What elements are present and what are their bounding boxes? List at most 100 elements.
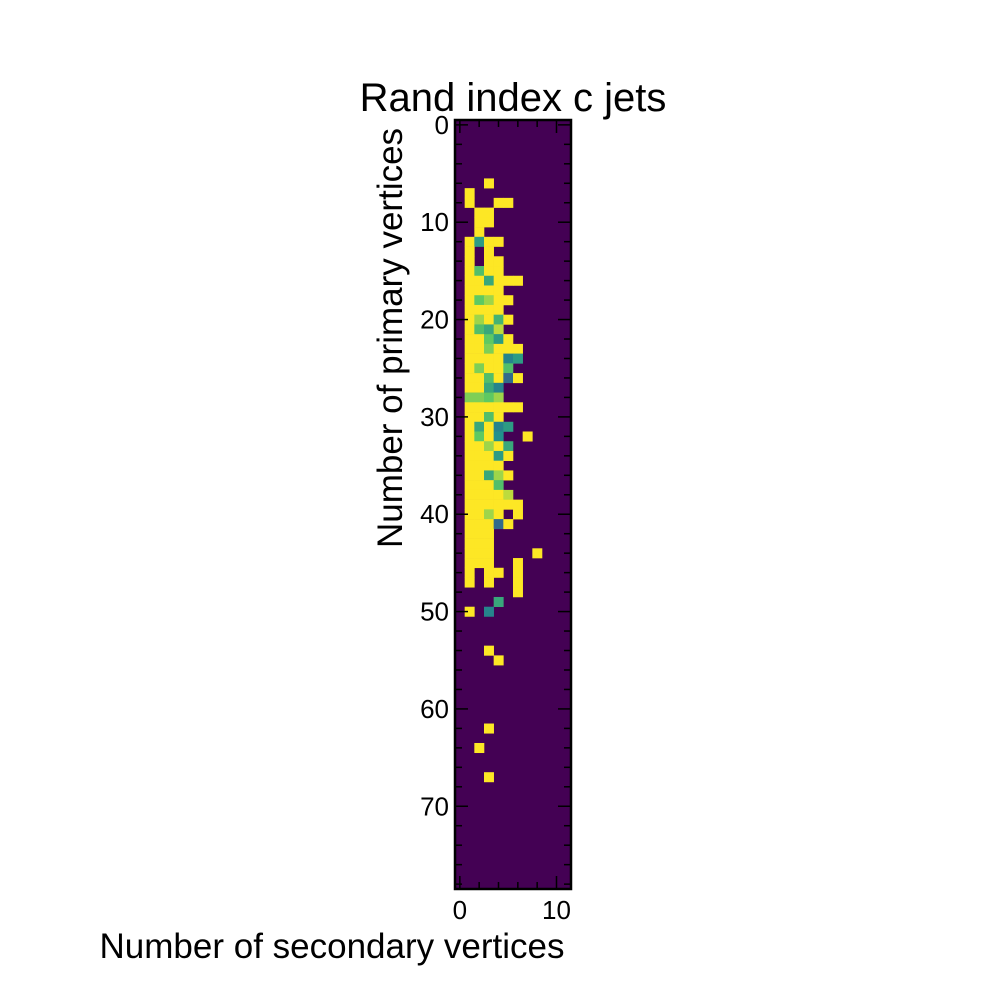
heatmap-cell (464, 343, 475, 354)
heatmap-plot-area (453, 118, 573, 891)
heatmap-cell (464, 188, 475, 199)
heatmap-cell (484, 489, 494, 500)
heatmap-cell (474, 509, 485, 520)
heatmap-cell (503, 489, 514, 500)
heatmap-cell (503, 470, 514, 481)
heatmap-cell (474, 266, 485, 277)
heatmap-cell (484, 334, 494, 345)
heatmap-cell (474, 382, 485, 393)
y-tick-label: 40 (420, 499, 449, 529)
heatmap-cell (474, 548, 485, 559)
heatmap-cell (474, 314, 485, 325)
heatmap-cell (474, 441, 485, 452)
heatmap-cell (464, 246, 475, 257)
heatmap-cell (474, 363, 485, 374)
heatmap-cell (493, 519, 504, 530)
heatmap-cell (474, 480, 485, 491)
heatmap-cell (474, 304, 485, 315)
heatmap-cell (513, 275, 523, 286)
heatmap-cell (493, 266, 504, 277)
heatmap-cell (474, 392, 485, 403)
heatmap-cell (493, 236, 504, 247)
heatmap-cell (484, 353, 494, 364)
heatmap-cell (493, 314, 504, 325)
heatmap-cell (464, 197, 475, 208)
heatmap-cell (464, 480, 475, 491)
heatmap-cell (503, 441, 514, 452)
heatmap-cell (484, 567, 494, 578)
heatmap-cell (484, 421, 494, 432)
heatmap-cell (493, 412, 504, 423)
heatmap-cell (464, 236, 475, 247)
heatmap-cell (493, 363, 504, 374)
heatmap-cell (484, 606, 494, 617)
heatmap-cell (484, 217, 494, 228)
heatmap-cell (464, 334, 475, 345)
heatmap-cell (493, 567, 504, 578)
heatmap-cell (484, 431, 494, 442)
heatmap-cell (474, 499, 485, 510)
heatmap-cell (484, 207, 494, 218)
heatmap-cell (474, 519, 485, 530)
heatmap-cell (484, 772, 494, 783)
heatmap-cell (464, 285, 475, 296)
heatmap-cell (484, 324, 494, 335)
heatmap-cell (464, 421, 475, 432)
heatmap-cell (474, 460, 485, 471)
heatmap-cell (513, 353, 523, 364)
heatmap-cell (484, 548, 494, 559)
heatmap-cell (484, 577, 494, 588)
heatmap-cell (503, 519, 514, 530)
heatmap-cell (484, 645, 494, 656)
heatmap-cell (503, 314, 514, 325)
heatmap-cell (493, 489, 504, 500)
chart-title: Rand index c jets (360, 76, 667, 120)
heatmap-cell (474, 412, 485, 423)
heatmap-cell (493, 509, 504, 520)
heatmap-cell (474, 353, 485, 364)
heatmap-cell (464, 577, 475, 588)
heatmap-cell (464, 353, 475, 364)
heatmap-cell (503, 197, 514, 208)
heatmap-cell (464, 256, 475, 267)
heatmap-cell (464, 470, 475, 481)
heatmap-cell (503, 363, 514, 374)
heatmap-cell (493, 295, 504, 306)
heatmap-cell (474, 421, 485, 432)
heatmap-cell (513, 402, 523, 413)
heatmap-cell (464, 499, 475, 510)
heatmap-cell (464, 363, 475, 374)
heatmap-cell (484, 295, 494, 306)
heatmap-cell (513, 577, 523, 588)
heatmap-cell (513, 509, 523, 520)
heatmap-cell (474, 227, 485, 238)
heatmap-cell (484, 373, 494, 384)
heatmap-cell (464, 373, 475, 384)
heatmap-cell (493, 499, 504, 510)
heatmap-cell (474, 450, 485, 461)
heatmap-cell (484, 528, 494, 539)
heatmap-cell (503, 373, 514, 384)
heatmap-cell (474, 324, 485, 335)
heatmap-cell (484, 723, 494, 734)
heatmap-cell (484, 275, 494, 286)
y-tick-label: 70 (420, 791, 449, 821)
y-tick-label: 20 (420, 305, 449, 335)
heatmap-cell (474, 373, 485, 384)
heatmap-cell (474, 207, 485, 218)
heatmap-cell (493, 421, 504, 432)
heatmap-cell (484, 304, 494, 315)
heatmap-cell (493, 382, 504, 393)
heatmap-cell (464, 528, 475, 539)
heatmap-cell (484, 236, 494, 247)
heatmap-cell (513, 567, 523, 578)
heatmap-cell (484, 382, 494, 393)
heatmap-cell (493, 480, 504, 491)
heatmap-cell (484, 285, 494, 296)
plot-frame (453, 118, 573, 891)
heatmap-cell (464, 450, 475, 461)
heatmap-cell (484, 363, 494, 374)
heatmap-cell (484, 412, 494, 423)
heatmap-cell (493, 392, 504, 403)
heatmap-cell (464, 324, 475, 335)
